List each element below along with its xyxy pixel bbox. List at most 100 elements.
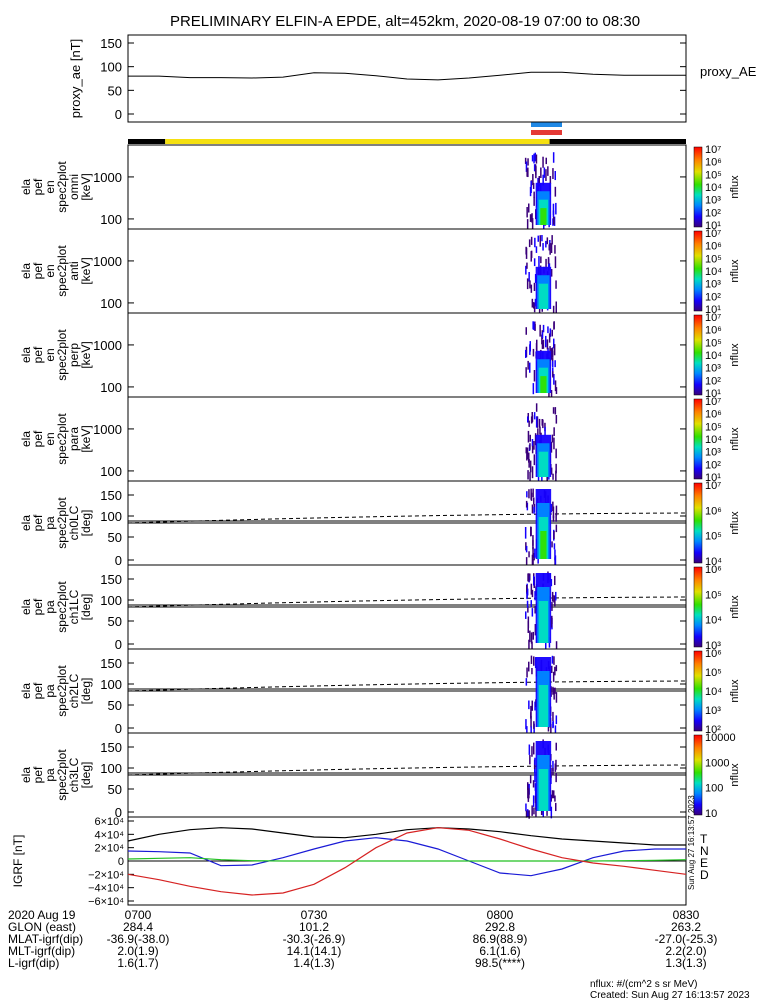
flux-streak [539, 426, 541, 435]
y-axis-label-line: ela [19, 599, 33, 615]
y-axis-label-line: anti [67, 261, 81, 280]
colorbar-tick-label: 10² [705, 724, 721, 736]
y-axis-label-line: pef [31, 178, 45, 195]
colorbar-tick-label: 10¹ [705, 388, 721, 400]
y-axis-label-line: ela [19, 431, 33, 447]
ephemeris-table: 2020 Aug 19 0700 0730 0800 0830 GLON (east) 28… [8, 908, 717, 970]
table-row-label: L-igrf(dip) [8, 956, 59, 970]
flux-streak [555, 513, 557, 522]
flux-streak [529, 471, 531, 484]
colorbar-tick-label: 10² [705, 375, 721, 387]
flux-activity [525, 739, 557, 819]
colorbar-label: nflux [729, 763, 741, 787]
flux-streak [527, 167, 529, 178]
flux-streak [554, 795, 556, 802]
flux-streak [533, 656, 535, 666]
colorbar-tick-label: 10⁷ [705, 312, 721, 324]
colorbar-tick-label: 10⁶ [705, 157, 722, 169]
flux-streak [555, 591, 557, 601]
flux-streak [547, 257, 550, 264]
flux-streak [530, 726, 532, 738]
blue-marker [531, 122, 562, 127]
flux-streak [541, 235, 543, 242]
flux-streak [534, 624, 537, 636]
flux-streak [552, 671, 555, 682]
flux-activity [525, 235, 557, 314]
flux-streak [555, 641, 558, 652]
flux-streak [555, 202, 557, 215]
flux-streak [541, 340, 544, 349]
flux-streak [555, 505, 558, 516]
table-row-label: 2020 Aug 19 [8, 908, 76, 922]
flux-streak [531, 700, 533, 711]
flux-activity [525, 655, 558, 738]
flux-streak [530, 284, 533, 293]
flux-streak [532, 795, 535, 807]
flux-streak [533, 191, 535, 198]
flux-streak [533, 742, 535, 755]
flux-streak [528, 239, 531, 248]
flux-streak [551, 329, 553, 337]
colorbar-tick-label: 10⁵ [705, 253, 722, 265]
panel-frame [127, 312, 687, 398]
flux-streak [528, 700, 530, 710]
flux-streak [545, 240, 547, 248]
colorbar [693, 734, 703, 816]
flux-streak [552, 168, 554, 179]
flux-streak [534, 795, 537, 804]
colorbar-tick-label: 10⁶ [705, 505, 722, 517]
legend-label: D [700, 868, 709, 882]
y-tick-label: 50 [108, 782, 122, 797]
flux-streak [547, 258, 550, 271]
flux-streak [532, 182, 535, 189]
flux-streak [528, 788, 530, 799]
flux-streak [538, 256, 540, 267]
flux-streak [552, 686, 554, 695]
y-axis-label-line: pef [31, 514, 45, 531]
y-tick-label: 6×10⁴ [94, 816, 124, 828]
flux-core [538, 283, 549, 309]
flux-streak [527, 416, 529, 423]
legend-label: E [700, 856, 708, 870]
series-label: proxy_AE [700, 64, 757, 79]
flux-streak [550, 390, 553, 399]
flux-streak [534, 606, 536, 614]
colorbar-tick-label: 10¹ [705, 304, 721, 316]
table-cell: 1.4(1.3) [293, 956, 334, 970]
flux-streak [552, 760, 554, 772]
colorbar [693, 230, 703, 312]
flux-streak [537, 428, 539, 436]
flux-streak [529, 280, 531, 289]
flux-streak [555, 415, 558, 424]
flux-streak [529, 460, 532, 473]
y-tick-label: 0 [118, 856, 124, 868]
y-axis-label-line: pa [43, 684, 57, 698]
flux-streak [527, 788, 529, 799]
flux-core [540, 376, 547, 393]
y-axis-label-line: ela [19, 263, 33, 279]
flux-streak [548, 390, 550, 398]
y-tick-label: 0 [115, 637, 122, 652]
flux-core [540, 531, 547, 559]
flux-streak [525, 500, 528, 508]
flux-streak [547, 326, 549, 334]
flux-streak [535, 154, 538, 164]
flux-streak [533, 506, 535, 514]
flux-streak [529, 214, 532, 222]
flux-streak [535, 165, 537, 175]
flux-streak [537, 177, 539, 186]
flux-streak [541, 474, 543, 486]
table-cell: 0800 [487, 908, 514, 922]
flux-streak [530, 632, 533, 644]
flux-streak [534, 783, 537, 791]
flux-streak [534, 591, 536, 601]
flux-streak [545, 157, 547, 165]
y-tick-label: 50 [108, 530, 122, 545]
flux-streak [524, 527, 527, 539]
y-tick-label: 0 [115, 553, 122, 568]
table-cell: 101.2 [299, 920, 329, 934]
